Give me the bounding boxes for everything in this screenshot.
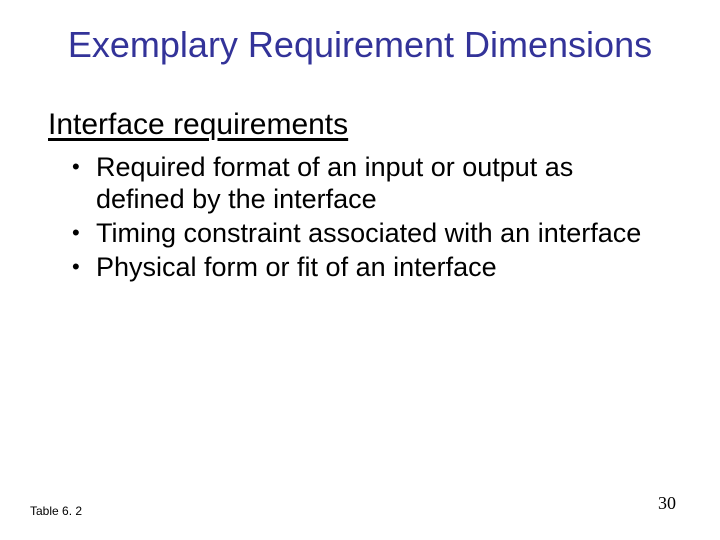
slide: Exemplary Requirement Dimensions Interfa… [0, 0, 720, 540]
page-number: 30 [658, 493, 676, 514]
footnote-left: Table 6. 2 [30, 504, 82, 518]
bullet-marker: • [72, 252, 96, 283]
bullet-marker: • [72, 218, 96, 249]
slide-title: Exemplary Requirement Dimensions [0, 24, 720, 66]
bullet-text: Timing constraint associated with an int… [96, 218, 660, 250]
bullet-text: Required format of an input or output as… [96, 152, 660, 216]
bullet-list: • Required format of an input or output … [72, 152, 660, 285]
bullet-marker: • [72, 152, 96, 183]
list-item: • Physical form or fit of an interface [72, 252, 660, 284]
slide-subtitle: Interface requirements [48, 108, 348, 142]
list-item: • Required format of an input or output … [72, 152, 660, 216]
list-item: • Timing constraint associated with an i… [72, 218, 660, 250]
bullet-text: Physical form or fit of an interface [96, 252, 660, 284]
